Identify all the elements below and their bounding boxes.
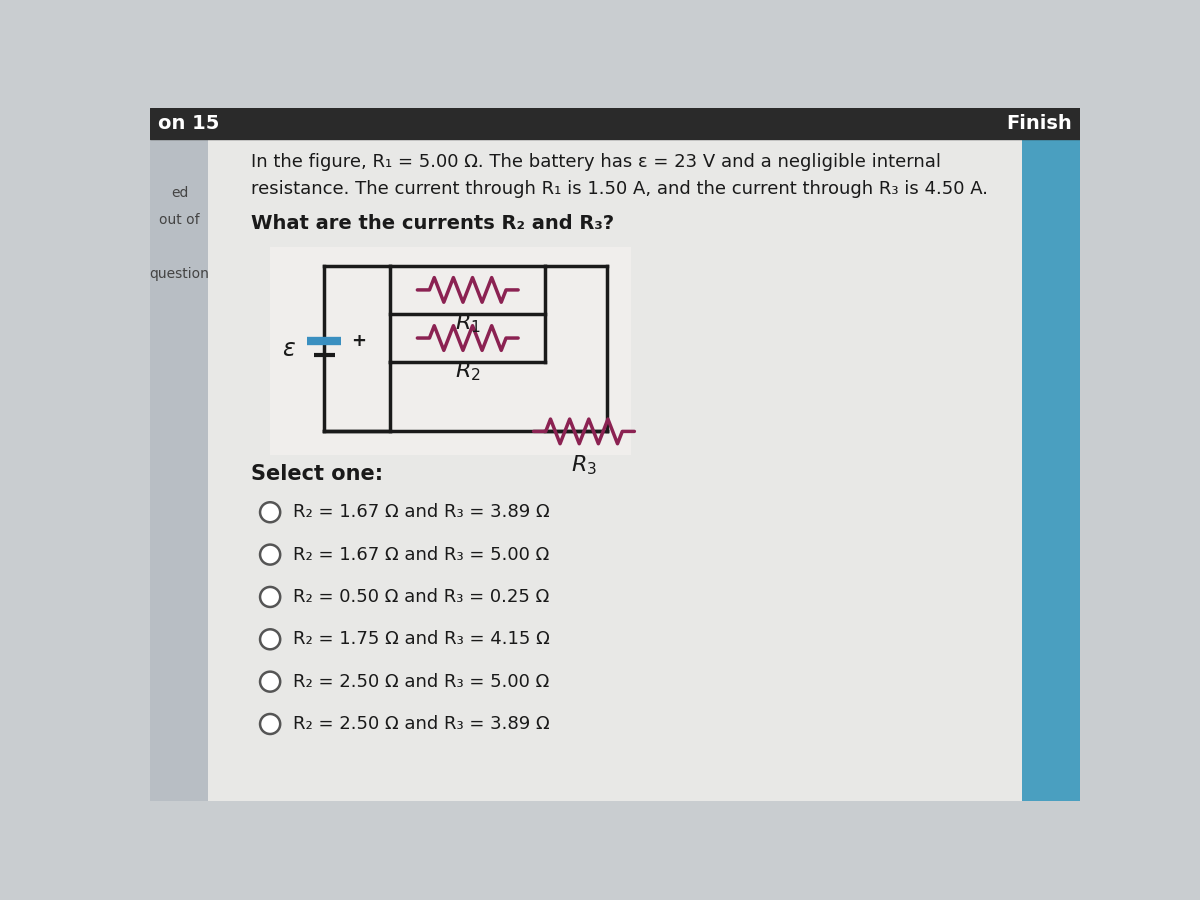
Text: on 15: on 15: [157, 114, 220, 133]
Text: question: question: [150, 266, 209, 281]
Text: out of: out of: [160, 212, 199, 227]
Text: R₂ = 1.75 Ω and R₃ = 4.15 Ω: R₂ = 1.75 Ω and R₃ = 4.15 Ω: [293, 630, 550, 648]
Text: R₂ = 1.67 Ω and R₃ = 5.00 Ω: R₂ = 1.67 Ω and R₃ = 5.00 Ω: [293, 545, 550, 563]
Text: R₂ = 2.50 Ω and R₃ = 3.89 Ω: R₂ = 2.50 Ω and R₃ = 3.89 Ω: [293, 715, 550, 733]
Circle shape: [260, 502, 281, 522]
Text: R₂ = 1.67 Ω and R₃ = 3.89 Ω: R₂ = 1.67 Ω and R₃ = 3.89 Ω: [293, 503, 550, 521]
Text: resistance. The current through R₁ is 1.50 A, and the current through R₃ is 4.50: resistance. The current through R₁ is 1.…: [251, 180, 988, 198]
Bar: [270, 247, 630, 454]
Text: In the figure, R₁ = 5.00 Ω. The battery has ε = 23 V and a negligible internal: In the figure, R₁ = 5.00 Ω. The battery …: [251, 153, 941, 171]
Bar: [150, 108, 1080, 139]
Text: $\varepsilon$: $\varepsilon$: [282, 337, 295, 361]
Text: R₂ = 0.50 Ω and R₃ = 0.25 Ω: R₂ = 0.50 Ω and R₃ = 0.25 Ω: [293, 588, 550, 606]
Text: What are the currents R₂ and R₃?: What are the currents R₂ and R₃?: [251, 214, 614, 233]
Bar: [150, 139, 208, 801]
Circle shape: [260, 629, 281, 649]
Text: +: +: [350, 332, 366, 350]
Text: $R_3$: $R_3$: [571, 453, 596, 477]
Text: R₂ = 2.50 Ω and R₃ = 5.00 Ω: R₂ = 2.50 Ω and R₃ = 5.00 Ω: [293, 672, 550, 690]
Circle shape: [260, 671, 281, 692]
Text: Finish: Finish: [1007, 114, 1073, 133]
Text: Select one:: Select one:: [251, 464, 383, 484]
Circle shape: [260, 714, 281, 734]
Text: $R_1$: $R_1$: [455, 311, 481, 335]
Bar: [1022, 139, 1080, 801]
Circle shape: [260, 544, 281, 564]
Bar: [208, 108, 1022, 801]
Text: $R_2$: $R_2$: [455, 360, 481, 383]
Circle shape: [260, 587, 281, 607]
Text: ed: ed: [170, 185, 188, 200]
